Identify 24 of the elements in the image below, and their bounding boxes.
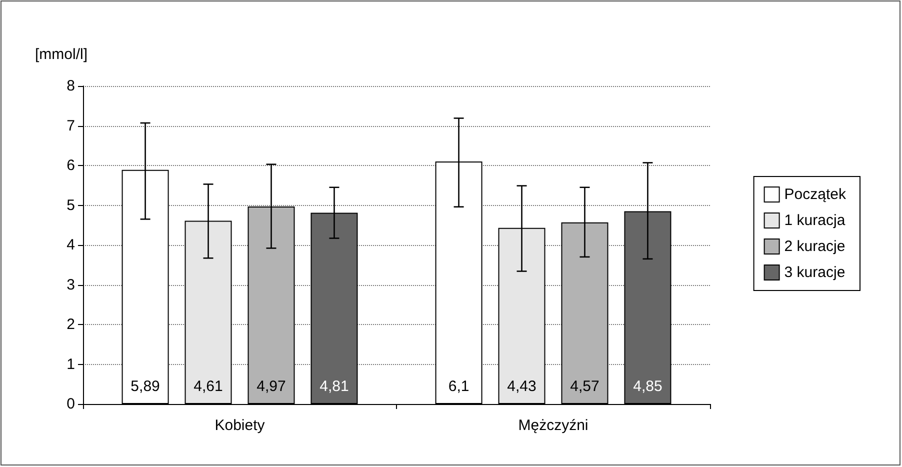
x-tick-label: Kobiety — [214, 417, 266, 434]
y-tick-label: 1 — [66, 356, 75, 373]
y-tick-label: 7 — [66, 117, 75, 134]
legend-label: 3 kuracje — [784, 264, 846, 281]
data-label: 4,43 — [507, 378, 536, 395]
y-tick-label: 2 — [66, 316, 75, 333]
data-label: 4,81 — [320, 378, 349, 395]
data-label: 4,61 — [194, 378, 223, 395]
y-tick-label: 5 — [66, 196, 75, 214]
y-tick-label: 6 — [66, 157, 75, 174]
y-axis-title: [mmol/l] — [35, 46, 88, 63]
y-tick-label: 4 — [66, 236, 75, 254]
x-tick-label: Mężczyźni — [518, 417, 588, 434]
data-label: 5,89 — [130, 378, 160, 395]
y-tick-label: 0 — [66, 396, 75, 412]
y-tick-label: 8 — [66, 78, 75, 94]
data-label: 4,57 — [570, 378, 600, 395]
legend-label: 2 kuracje — [784, 238, 846, 255]
legend-label: 1 kuracja — [784, 212, 846, 229]
legend-label: Początek — [784, 186, 846, 203]
data-label: 6,1 — [448, 378, 470, 395]
data-label: 4,85 — [633, 378, 662, 395]
y-tick-label: 3 — [66, 276, 75, 294]
data-label: 4,97 — [256, 378, 286, 395]
